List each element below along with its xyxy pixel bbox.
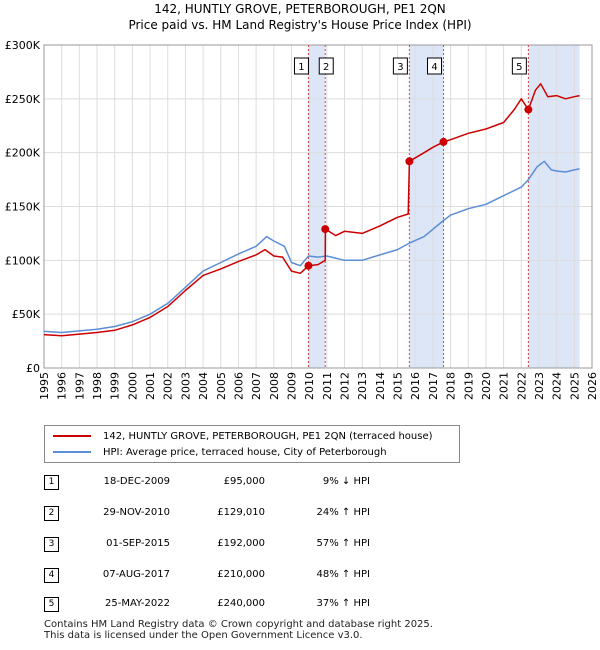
x-tick-label: 1995 [38,372,51,400]
row-date: 18-DEC-2009 [103,476,170,487]
row-number-badge: 4 [44,568,59,583]
row-number-badge: 1 [44,475,59,490]
x-tick-label: 2016 [409,372,422,400]
x-tick-label: 2011 [321,372,334,400]
hpi-line [43,160,580,334]
y-tick-label: £100K [5,254,41,267]
legend-item-hpi: HPI: Average price, terraced house, City… [53,444,387,460]
transaction-label-text: 1 [298,62,304,73]
transaction-label: 4 [427,57,443,75]
x-tick-label: 2004 [197,372,210,400]
y-tick-label: £250K [5,93,41,106]
price-chart: 1 2 3 4 5 £0 £50K £100K £150K £200K £250K £300K 1995… [5,39,599,400]
x-tick-label: 2020 [480,372,493,400]
chart-legend: 142, HUNTLY GROVE, PETERBOROUGH, PE1 2QN… [44,425,460,463]
table-row: 2 29-NOV-2010 £129,010 24% ↑ HPI [0,503,600,523]
legend-item-price: 142, HUNTLY GROVE, PETERBOROUGH, PE1 2QN… [53,428,433,444]
y-tick-label: £300K [5,39,41,52]
chart-title: 142, HUNTLY GROVE, PETERBOROUGH, PE1 2QN [154,2,446,16]
x-tick-label: 2018 [445,372,458,400]
transaction-label: 3 [392,57,408,75]
x-tick-label: 2025 [568,372,581,400]
x-tick-label: 2026 [586,372,599,400]
footer-copyright: Contains HM Land Registry data © Crown c… [44,619,433,630]
row-hpi-change: 48% ↑ HPI [316,569,370,580]
transaction-label-text: 3 [397,62,403,73]
transaction-label-box [293,57,309,75]
plot-frame [43,44,593,369]
row-number-badge: 5 [44,597,59,612]
footer-license: This data is licensed under the Open Gov… [44,630,363,641]
x-tick-label: 1998 [91,372,104,400]
x-tick-label: 2013 [356,372,369,400]
table-row: 4 07-AUG-2017 £210,000 48% ↑ HPI [0,565,600,585]
legend-label-price: 142, HUNTLY GROVE, PETERBOROUGH, PE1 2QN… [103,430,433,442]
x-tick-label: 2005 [215,372,228,400]
transaction-label: 2 [318,57,334,75]
transaction-label: 5 [511,57,527,75]
y-tick-label: £150K [5,201,41,214]
row-hpi-change: 24% ↑ HPI [316,507,370,518]
x-tick-label: 2022 [515,372,528,400]
x-tick-label: 2024 [551,372,564,400]
transaction-point [321,225,330,234]
x-tick-label: 2007 [250,372,263,400]
x-tick-label: 2021 [498,372,511,400]
y-tick-label: £0 [26,362,40,375]
x-tick-label: 2001 [144,372,157,400]
table-row: 1 18-DEC-2009 £95,000 9% ↓ HPI [0,472,600,492]
table-row: 5 25-MAY-2022 £240,000 37% ↑ HPI [0,594,600,614]
row-date: 25-MAY-2022 [104,598,170,609]
row-price: £95,000 [223,476,265,487]
row-price: £210,000 [217,569,265,580]
legend-line-price [53,435,91,437]
transaction-point [304,261,313,270]
y-tick-label: £50K [12,308,41,321]
x-tick-label: 2012 [339,372,352,400]
transaction-point [405,157,414,166]
price-paid-line [43,83,580,337]
row-date: 07-AUG-2017 [102,569,170,580]
transaction-label-text: 5 [516,62,522,73]
row-price: £192,000 [217,538,265,549]
row-hpi-change: 57% ↑ HPI [316,538,370,549]
transaction-point [439,137,448,146]
row-price: £240,000 [217,598,265,609]
x-tick-label: 2006 [232,372,245,400]
transaction-label-text: 2 [323,62,329,73]
table-row: 3 01-SEP-2015 £192,000 57% ↑ HPI [0,534,600,554]
x-tick-label: 2019 [462,372,475,400]
x-tick-label: 1999 [109,372,122,400]
x-tick-label: 2015 [392,372,405,400]
x-tick-label: 2014 [374,372,387,400]
x-tick-label: 2010 [303,372,316,400]
row-number-badge: 2 [44,506,59,521]
transaction-label-box [392,57,408,75]
legend-label-hpi: HPI: Average price, terraced house, City… [103,446,387,458]
transaction-label-box [318,57,334,75]
transaction-label-box [427,57,443,75]
x-tick-label: 1997 [73,372,86,400]
row-date: 01-SEP-2015 [106,538,170,549]
legend-line-hpi [53,451,91,453]
row-date: 29-NOV-2010 [103,507,170,518]
y-tick-label: £200K [5,147,41,160]
x-tick-label: 2017 [427,372,440,400]
row-number-badge: 3 [44,537,59,552]
transaction-label-box [511,57,527,75]
x-tick-label: 2009 [285,372,298,400]
x-tick-label: 2008 [268,372,281,400]
transaction-point [524,105,533,114]
x-tick-label: 2023 [533,372,546,400]
x-tick-label: 2000 [126,372,139,400]
x-tick-label: 1996 [56,372,69,400]
chart-subtitle: Price paid vs. HM Land Registry's House … [128,18,472,32]
x-tick-label: 2002 [162,372,175,400]
x-tick-label: 2003 [179,372,192,400]
row-price: £129,010 [217,507,265,518]
row-hpi-change: 37% ↑ HPI [316,598,370,609]
transaction-label-text: 4 [431,62,437,73]
row-hpi-change: 9% ↓ HPI [322,476,370,487]
transaction-label: 1 [293,57,309,75]
